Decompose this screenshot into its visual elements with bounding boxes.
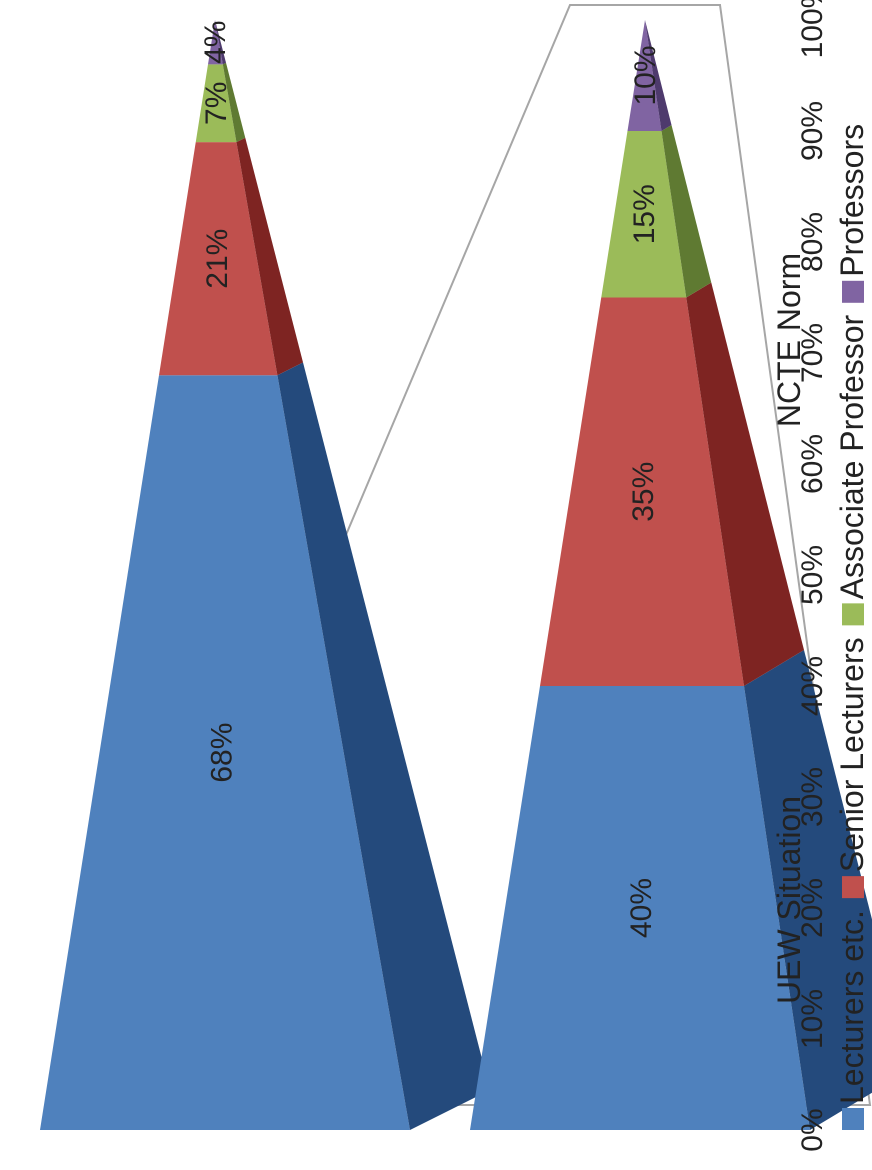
data-label: 15%	[628, 184, 661, 244]
segment-front-face	[40, 375, 410, 1130]
pyramid-segment: 68%	[40, 362, 490, 1130]
segment-front-face	[601, 131, 687, 298]
segment-front-face	[470, 686, 810, 1130]
legend-item: Lecturers etc.	[834, 910, 870, 1130]
y-tick-label: 40%	[796, 656, 829, 716]
segment-side-face	[686, 282, 804, 686]
pyramid-segment: 40%	[470, 650, 872, 1130]
pyramid-segment: 4%	[199, 20, 232, 65]
legend-label: Associate Professor	[834, 314, 870, 599]
segment-side-face	[222, 62, 246, 143]
pyramid-segment: 21%	[159, 137, 303, 376]
legend-swatch	[842, 603, 864, 626]
y-tick-label: 30%	[796, 767, 829, 827]
data-label: 10%	[629, 45, 662, 105]
segment-front-face	[540, 297, 744, 686]
segment-front-face	[195, 64, 237, 143]
segment-front-face	[159, 142, 278, 376]
segment-side-face	[744, 650, 872, 1130]
y-tick-label: 20%	[796, 878, 829, 938]
segment-side-face	[236, 137, 303, 376]
y-tick-label: 70%	[796, 323, 829, 383]
pyramid-segment: 10%	[627, 20, 672, 131]
data-label: 4%	[199, 21, 232, 64]
segment-side-face	[215, 20, 226, 65]
y-tick-label: 60%	[796, 434, 829, 494]
y-axis-ticks: 0% 10% 20% 30% 40% 50% 60% 70% 80% 90% 100%	[796, 0, 829, 1152]
y-tick-label: 90%	[796, 101, 829, 161]
legend: Lecturers etc. Senior Lecturers Associate …	[834, 124, 870, 1130]
legend-item: Senior Lecturers	[834, 637, 870, 899]
segment-side-face	[661, 125, 712, 298]
data-label: 21%	[201, 229, 234, 289]
pyramid-segment: 35%	[540, 282, 804, 686]
y-tick-label: 100%	[796, 0, 829, 58]
chart-rotated-group: 68% 21% 7% 4% 40% 35% 15% 10% 0% 10% 20% 30% 40% 50%…	[40, 0, 872, 1152]
data-label: 40%	[625, 878, 658, 938]
y-tick-label: 10%	[796, 989, 829, 1049]
category-label-ncte: NCTE Norm	[771, 253, 807, 427]
data-label: 7%	[200, 82, 233, 125]
y-tick-label: 0%	[796, 1108, 829, 1151]
segment-front-face	[627, 20, 662, 131]
legend-swatch	[842, 876, 864, 899]
legend-label: Lecturers etc.	[834, 910, 870, 1104]
legend-item: Professors	[834, 124, 870, 303]
data-label: 68%	[206, 723, 239, 783]
data-label: 35%	[627, 462, 660, 522]
category-label-uew: UEW Situation	[771, 796, 807, 1004]
plot-area: 68% 21% 7% 4% 40% 35% 15% 10%	[40, 20, 872, 1130]
legend-swatch	[842, 280, 864, 303]
segment-front-face	[208, 20, 223, 65]
y-tick-label: 50%	[796, 545, 829, 605]
legend-swatch	[842, 1108, 864, 1130]
segment-side-face	[277, 362, 490, 1130]
legend-label: Professors	[834, 124, 870, 277]
pyramid-segment: 15%	[601, 125, 712, 298]
pyramid-segment: 7%	[195, 62, 246, 143]
legend-label: Senior Lecturers	[834, 637, 870, 872]
legend-item: Associate Professor	[834, 314, 870, 626]
y-tick-label: 80%	[796, 212, 829, 272]
segment-side-face	[645, 20, 672, 131]
